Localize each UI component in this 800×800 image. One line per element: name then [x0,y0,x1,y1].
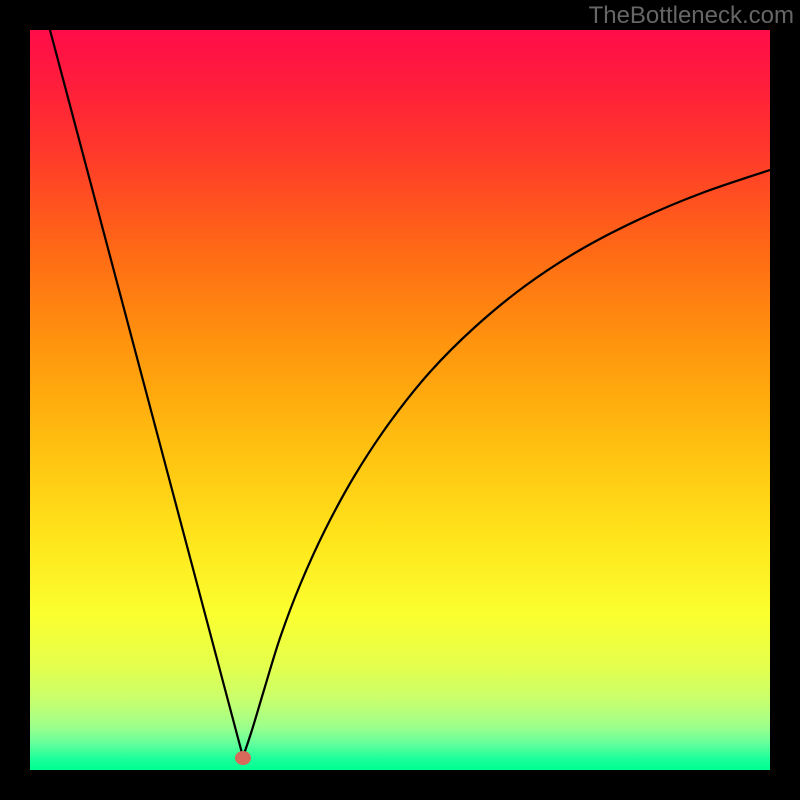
vertex-marker [235,751,251,765]
chart-stage: TheBottleneck.com [0,0,800,800]
plot-area [30,30,770,770]
bottleneck-chart [30,30,770,770]
watermark-text: TheBottleneck.com [589,2,794,30]
gradient-background [30,30,770,770]
